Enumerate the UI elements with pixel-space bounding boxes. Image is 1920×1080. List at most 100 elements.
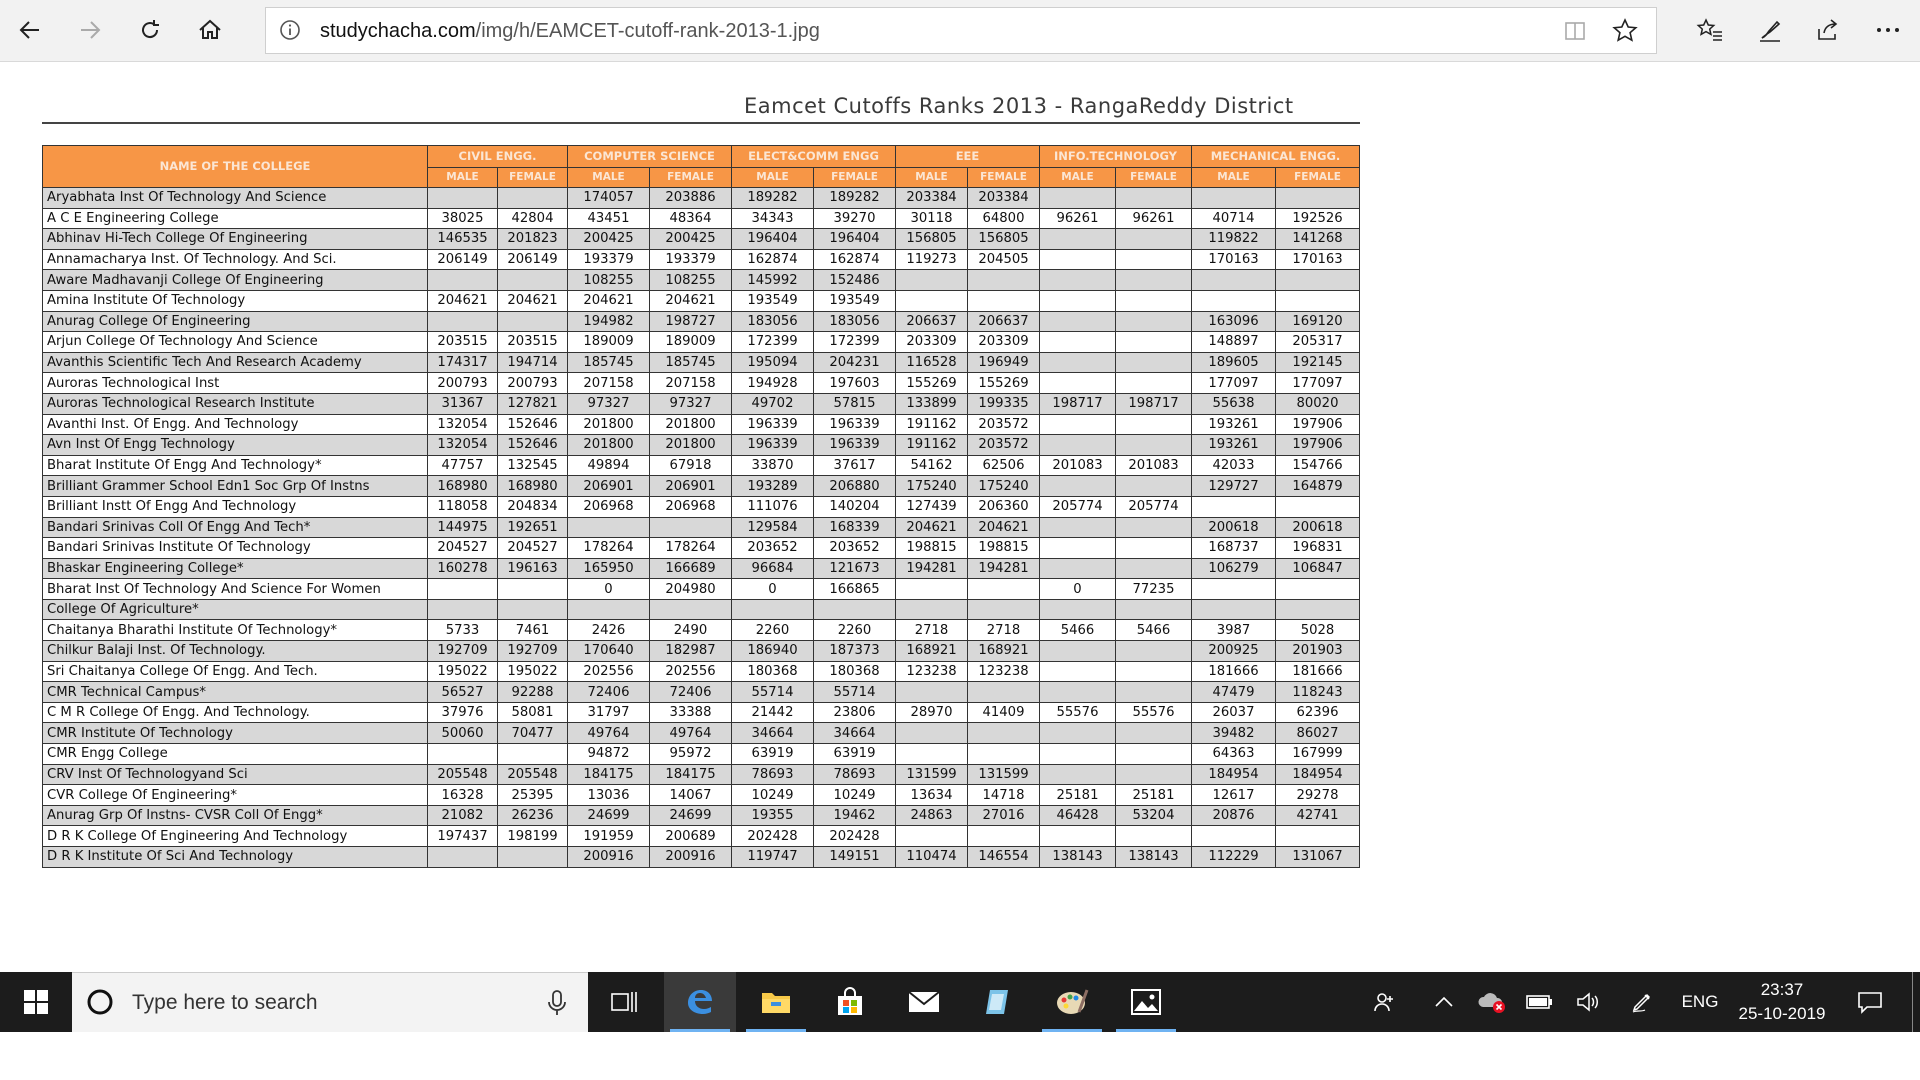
rank-cell: 206360 [967, 495, 1040, 518]
rank-cell [813, 598, 896, 621]
notes-button[interactable] [1750, 10, 1790, 50]
rank-cell: 30118 [895, 207, 968, 230]
rank-cell [1115, 825, 1192, 847]
rank-cell: 92288 [497, 681, 568, 703]
url-text[interactable]: studychacha.com/img/h/EAMCET-cutoff-rank… [320, 20, 820, 43]
rank-cell [427, 743, 498, 765]
rank-cell: 13036 [567, 784, 650, 806]
rank-cell [497, 269, 568, 291]
rank-cell [1039, 640, 1116, 662]
college-name-cell: CMR Technical Campus* [42, 681, 428, 703]
more-button[interactable] [1868, 10, 1908, 50]
onedrive-status[interactable] [1472, 972, 1512, 1032]
table-row: Brilliant Grammer School Edn1 Soc Grp Of… [42, 475, 1360, 497]
rank-cell [895, 743, 968, 765]
rank-cell: 29278 [1275, 784, 1360, 806]
college-name-cell: Chaitanya Bharathi Institute Of Technolo… [42, 619, 428, 642]
rank-cell: 2490 [649, 619, 732, 642]
rank-cell: 204834 [497, 495, 568, 518]
home-button[interactable] [190, 10, 230, 50]
rank-cell [1115, 248, 1192, 271]
rank-cell: 127821 [497, 392, 568, 415]
rank-cell [967, 598, 1040, 621]
taskbar-app-blue[interactable] [962, 972, 1034, 1032]
rank-cell: 192709 [497, 640, 568, 662]
table-row: Arjun College Of Technology And Science 2… [42, 331, 1360, 353]
rank-cell: 49894 [567, 454, 650, 477]
input-language[interactable]: ENG [1681, 992, 1719, 1011]
rank-cell: 184175 [567, 763, 650, 786]
address-bar[interactable]: studychacha.com/img/h/EAMCET-cutoff-rank… [265, 7, 1657, 54]
rank-cell: 144975 [427, 516, 498, 539]
back-button[interactable] [10, 10, 50, 50]
rank-cell: 203309 [967, 331, 1040, 353]
rank-cell [567, 516, 650, 539]
rank-cell: 204527 [497, 537, 568, 559]
rank-cell: 194714 [497, 351, 568, 374]
rank-cell: 206901 [567, 475, 650, 497]
rank-cell: 34343 [731, 207, 814, 230]
taskbar-edge[interactable] [664, 972, 736, 1032]
rank-cell [895, 269, 968, 291]
rank-cell: 152646 [497, 434, 568, 456]
battery-status[interactable] [1520, 972, 1560, 1032]
college-name-cell: Amina Institute Of Technology [42, 289, 428, 312]
taskbar-file-explorer[interactable] [740, 972, 812, 1032]
refresh-button[interactable] [130, 10, 170, 50]
rank-cell: 200793 [497, 372, 568, 394]
reading-view-button[interactable] [1562, 18, 1588, 44]
rank-cell: 0 [1039, 578, 1116, 600]
table-row: CMR Technical Campus* 56527 92288 72406 7240… [42, 681, 1360, 703]
rank-cell: 168737 [1191, 537, 1276, 559]
favorite-button[interactable] [1612, 18, 1638, 44]
rank-cell: 196404 [731, 228, 814, 250]
task-view-button[interactable] [588, 972, 660, 1032]
college-name-cell: Bandari Srinivas Coll Of Engg And Tech* [42, 516, 428, 539]
rank-cell: 189282 [731, 187, 814, 209]
site-info-button[interactable] [278, 18, 302, 42]
rank-cell: 200916 [567, 846, 650, 868]
action-center-button[interactable] [1850, 972, 1890, 1032]
volume-control[interactable] [1568, 972, 1608, 1032]
rank-cell: 156805 [967, 228, 1040, 250]
show-desktop-button[interactable] [1912, 972, 1920, 1032]
taskbar-search-box[interactable]: Type here to search [72, 972, 588, 1032]
rank-cell: 2260 [731, 619, 814, 642]
college-name-cell: Bharat Institute Of Engg And Technology* [42, 454, 428, 477]
rank-cell: 31797 [567, 701, 650, 724]
taskbar-store[interactable] [814, 972, 886, 1032]
rank-cell: 183056 [731, 310, 814, 333]
rank-cell: 21442 [731, 701, 814, 724]
table-row: CVR College Of Engineering* 16328 25395 130… [42, 784, 1360, 806]
rank-cell [1039, 310, 1116, 333]
forward-button[interactable] [70, 10, 110, 50]
rank-cell: 206637 [895, 310, 968, 333]
rank-cell: 186940 [731, 640, 814, 662]
rank-cell [895, 598, 968, 621]
start-button[interactable] [0, 972, 72, 1032]
pen-workspace-button[interactable] [1622, 972, 1662, 1032]
rank-cell [497, 578, 568, 600]
photos-icon [1131, 989, 1161, 1015]
college-name-cell: Arjun College Of Technology And Science [42, 331, 428, 353]
rank-cell [1115, 310, 1192, 333]
taskbar-photos[interactable] [1110, 972, 1182, 1032]
people-button[interactable] [1365, 972, 1405, 1032]
rank-cell: 200425 [649, 228, 732, 250]
microphone-icon[interactable] [544, 989, 570, 1017]
taskbar-mail[interactable] [888, 972, 960, 1032]
share-button[interactable] [1808, 10, 1848, 50]
pen-workspace-icon [1632, 993, 1651, 1013]
favorite-star-icon [1612, 18, 1638, 42]
system-clock[interactable]: 23:37 25-10-2019 [1722, 978, 1842, 1026]
taskbar-paint[interactable] [1036, 972, 1108, 1032]
favorites-button[interactable] [1690, 10, 1730, 50]
college-name-cell: Aryabhata Inst Of Technology And Science [42, 187, 428, 209]
rank-cell: 63919 [731, 743, 814, 765]
rank-cell: 24699 [649, 804, 732, 827]
rank-cell: 184954 [1191, 763, 1276, 786]
info-icon [280, 20, 300, 40]
show-hidden-icons-button[interactable] [1424, 972, 1464, 1032]
rank-cell: 3987 [1191, 619, 1276, 642]
rank-cell: 47757 [427, 454, 498, 477]
